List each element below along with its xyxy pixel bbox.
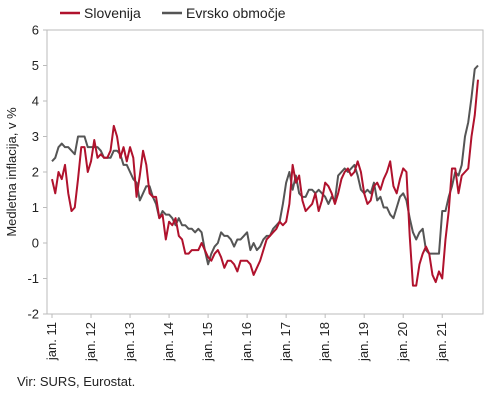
x-tick-label: jan. 21 <box>434 322 449 362</box>
y-axis-ticks: -2 -1 0 1 2 3 4 5 6 <box>27 23 47 322</box>
x-tick-label: jan. 16 <box>239 322 254 362</box>
x-tick-label: jan. 11 <box>44 322 59 361</box>
x-tick-label: jan. 20 <box>395 322 410 362</box>
y-tick-label: -1 <box>27 271 39 286</box>
y-tick-label: 3 <box>32 129 39 144</box>
y-tick-label: 1 <box>32 200 39 215</box>
legend-label: Evrsko območje <box>186 5 286 21</box>
x-tick-label: jan. 15 <box>200 322 215 362</box>
series-line-evrsko-obmocje <box>51 64 479 266</box>
y-tick-label: -2 <box>27 307 39 322</box>
legend: Slovenija Evrsko območje <box>60 5 286 21</box>
y-tick-label: 4 <box>32 94 39 109</box>
series-lines <box>51 64 479 287</box>
source-note: Vir: SURS, Eurostat. <box>17 374 136 389</box>
x-tick-label: jan. 13 <box>122 322 137 362</box>
x-axis-ticks: jan. 11 jan. 12 jan. 13 jan. 14 jan. 15 jan. … <box>44 314 449 362</box>
x-tick-label: jan. 19 <box>356 322 371 362</box>
legend-label: Slovenija <box>84 5 141 21</box>
y-tick-label: 5 <box>32 58 39 73</box>
x-tick-label: jan. 18 <box>317 322 332 362</box>
series-line-slovenija <box>51 79 479 287</box>
y-tick-label: 0 <box>32 236 39 251</box>
y-tick-label: 6 <box>32 23 39 38</box>
y-tick-label: 2 <box>32 165 39 180</box>
y-axis-label: Medletna inflacija, v % <box>4 107 19 237</box>
x-tick-label: jan. 14 <box>161 322 176 362</box>
x-tick-label: jan. 17 <box>278 322 293 362</box>
x-tick-label: jan. 12 <box>83 322 98 362</box>
